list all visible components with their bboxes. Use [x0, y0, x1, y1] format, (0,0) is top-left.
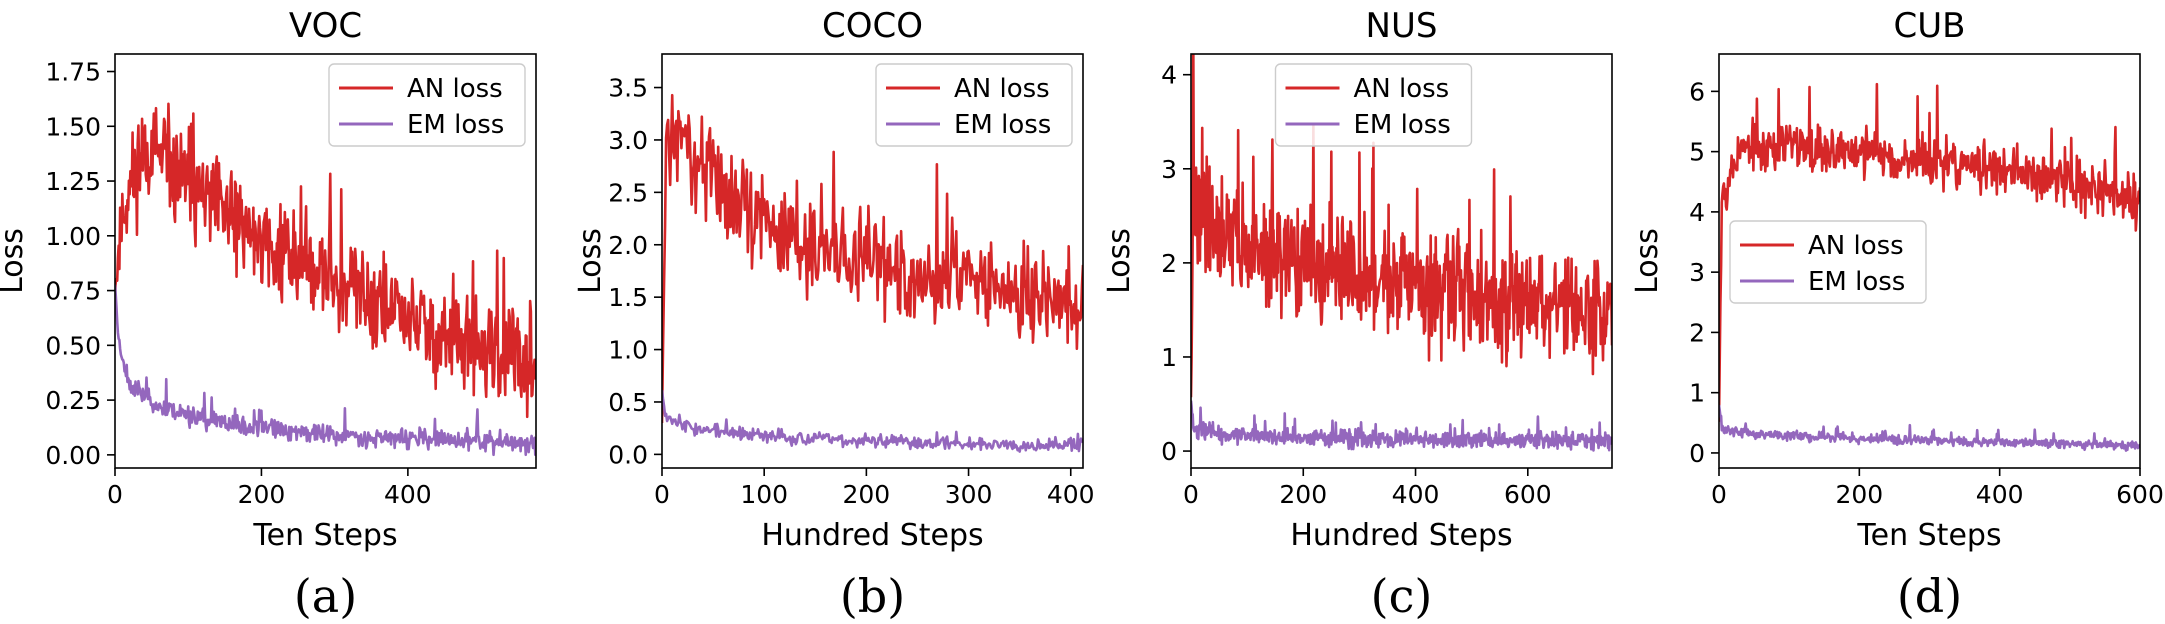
legend-label-an: AN loss [954, 74, 1050, 104]
series-group [1191, 54, 1612, 452]
y-tick-label: 1.5 [608, 283, 648, 312]
series-line-an-loss [662, 93, 1083, 423]
panel-a: 0 200 400 0.00 0.25 0.50 0.75 1.00 1.25 1.50 1.75 V… [0, 6, 537, 623]
x-tick-label: 400 [1392, 480, 1440, 509]
y-tick-label: 3.0 [608, 126, 648, 155]
series-line-em-loss [662, 389, 1083, 453]
x-tick-label: 0 [1711, 480, 1727, 509]
panel-caption: (b) [840, 569, 905, 623]
y-tick-label: 1.0 [608, 336, 648, 365]
x-tick-label: 0 [1183, 480, 1199, 509]
y-tick-label: 0 [1161, 437, 1177, 466]
legend-label-em: EM loss [407, 110, 504, 140]
x-axis-label: Hundred Steps [761, 518, 983, 553]
y-tick-label: 3 [1689, 258, 1705, 287]
x-tick-label: 0 [654, 480, 670, 509]
x-tick-label: 400 [384, 480, 432, 509]
legend: AN loss EM loss [1274, 63, 1473, 147]
x-tick-label: 0 [107, 480, 123, 509]
y-tick-label: 3.5 [608, 74, 648, 103]
y-tick-label: 4 [1161, 61, 1177, 90]
y-tick-label: 0.5 [608, 388, 648, 417]
chart-title: CUB [1894, 6, 1966, 46]
y-tick-label: 1 [1161, 343, 1177, 372]
panel-caption: (c) [1371, 569, 1433, 623]
y-tick-label: 0 [1689, 439, 1705, 468]
axes-frame [1190, 53, 1613, 469]
y-tick-label: 6 [1689, 77, 1705, 106]
y-axis-label: Loss [1102, 228, 1137, 294]
x-tick-label: 200 [1835, 480, 1883, 509]
y-tick-label: 1 [1689, 379, 1705, 408]
y-tick-label: 1.50 [45, 112, 101, 141]
series-line-an-loss [1191, 54, 1612, 398]
x-tick-label: 400 [1047, 480, 1095, 509]
legend: AN loss EM loss [875, 63, 1073, 147]
legend-label-em: EM loss [1354, 110, 1451, 140]
axes-frame [114, 53, 537, 469]
legend-label-em: EM loss [1808, 267, 1905, 297]
panel-caption: (a) [294, 569, 357, 623]
series-group [115, 102, 536, 457]
x-tick-label: 100 [740, 480, 788, 509]
legend-label-an: AN loss [1354, 74, 1450, 104]
y-tick-label: 1.00 [45, 222, 101, 251]
legend: AN loss EM loss [328, 63, 526, 147]
y-tick-label: 2.5 [608, 178, 648, 207]
series-line-em-loss [1719, 404, 2140, 452]
y-tick-label: 4 [1689, 198, 1705, 227]
y-tick-label: 1.75 [45, 58, 101, 87]
series-line-em-loss [1191, 400, 1612, 452]
series-line-em-loss [115, 284, 536, 457]
x-tick-label: 200 [843, 480, 891, 509]
y-tick-label: 5 [1689, 138, 1705, 167]
y-tick-label: 0.00 [45, 441, 101, 470]
y-tick-label: 1.25 [45, 167, 101, 196]
x-tick-label: 200 [238, 480, 286, 509]
series-line-an-loss [115, 102, 536, 419]
chart-title: NUS [1366, 6, 1438, 46]
y-axis-label: Loss [1630, 228, 1665, 294]
axes-frame [661, 53, 1084, 469]
x-axis-label: Ten Steps [1856, 518, 2001, 553]
x-tick-label: 300 [945, 480, 993, 509]
x-axis-label: Ten Steps [252, 518, 397, 553]
x-tick-label: 400 [1976, 480, 2024, 509]
panel-caption: (d) [1897, 569, 1962, 623]
x-tick-label: 600 [2116, 480, 2164, 509]
axes-frame [1718, 53, 2141, 469]
series-group [1719, 82, 2140, 452]
x-axis-label: Hundred Steps [1290, 518, 1512, 553]
y-tick-label: 2 [1161, 249, 1177, 278]
legend-label-an: AN loss [407, 74, 503, 104]
legend-label-an: AN loss [1808, 231, 1904, 261]
series-group [662, 93, 1083, 453]
y-tick-label: 2 [1689, 318, 1705, 347]
series-line-an-loss [1719, 82, 2140, 422]
legend-label-em: EM loss [954, 110, 1051, 140]
panel-d: 0 200 400 600 0 1 2 3 4 5 6 CUB Ten Steps Loss (d) AN l… [1630, 6, 2164, 623]
y-axis-label: Loss [0, 228, 30, 294]
y-tick-label: 0.50 [45, 331, 101, 360]
y-tick-label: 0.75 [45, 277, 101, 306]
y-tick-label: 2.0 [608, 231, 648, 260]
legend: AN loss EM loss [1729, 220, 1927, 304]
y-axis-label: Loss [573, 228, 608, 294]
chart-title: COCO [822, 6, 923, 46]
panel-b: 0 100 200 300 400 0.0 0.5 1.0 1.5 2.0 2.5 3.0 3.5 COC… [573, 6, 1095, 623]
panel-c: 0 200 400 600 0 1 2 3 4 NUS Hundred Steps Loss (c) AN… [1102, 6, 1613, 623]
x-tick-label: 200 [1279, 480, 1327, 509]
x-tick-label: 600 [1504, 480, 1552, 509]
chart-title: VOC [289, 6, 362, 46]
y-tick-label: 0.0 [608, 440, 648, 469]
y-tick-label: 3 [1161, 155, 1177, 184]
y-tick-label: 0.25 [45, 386, 101, 415]
